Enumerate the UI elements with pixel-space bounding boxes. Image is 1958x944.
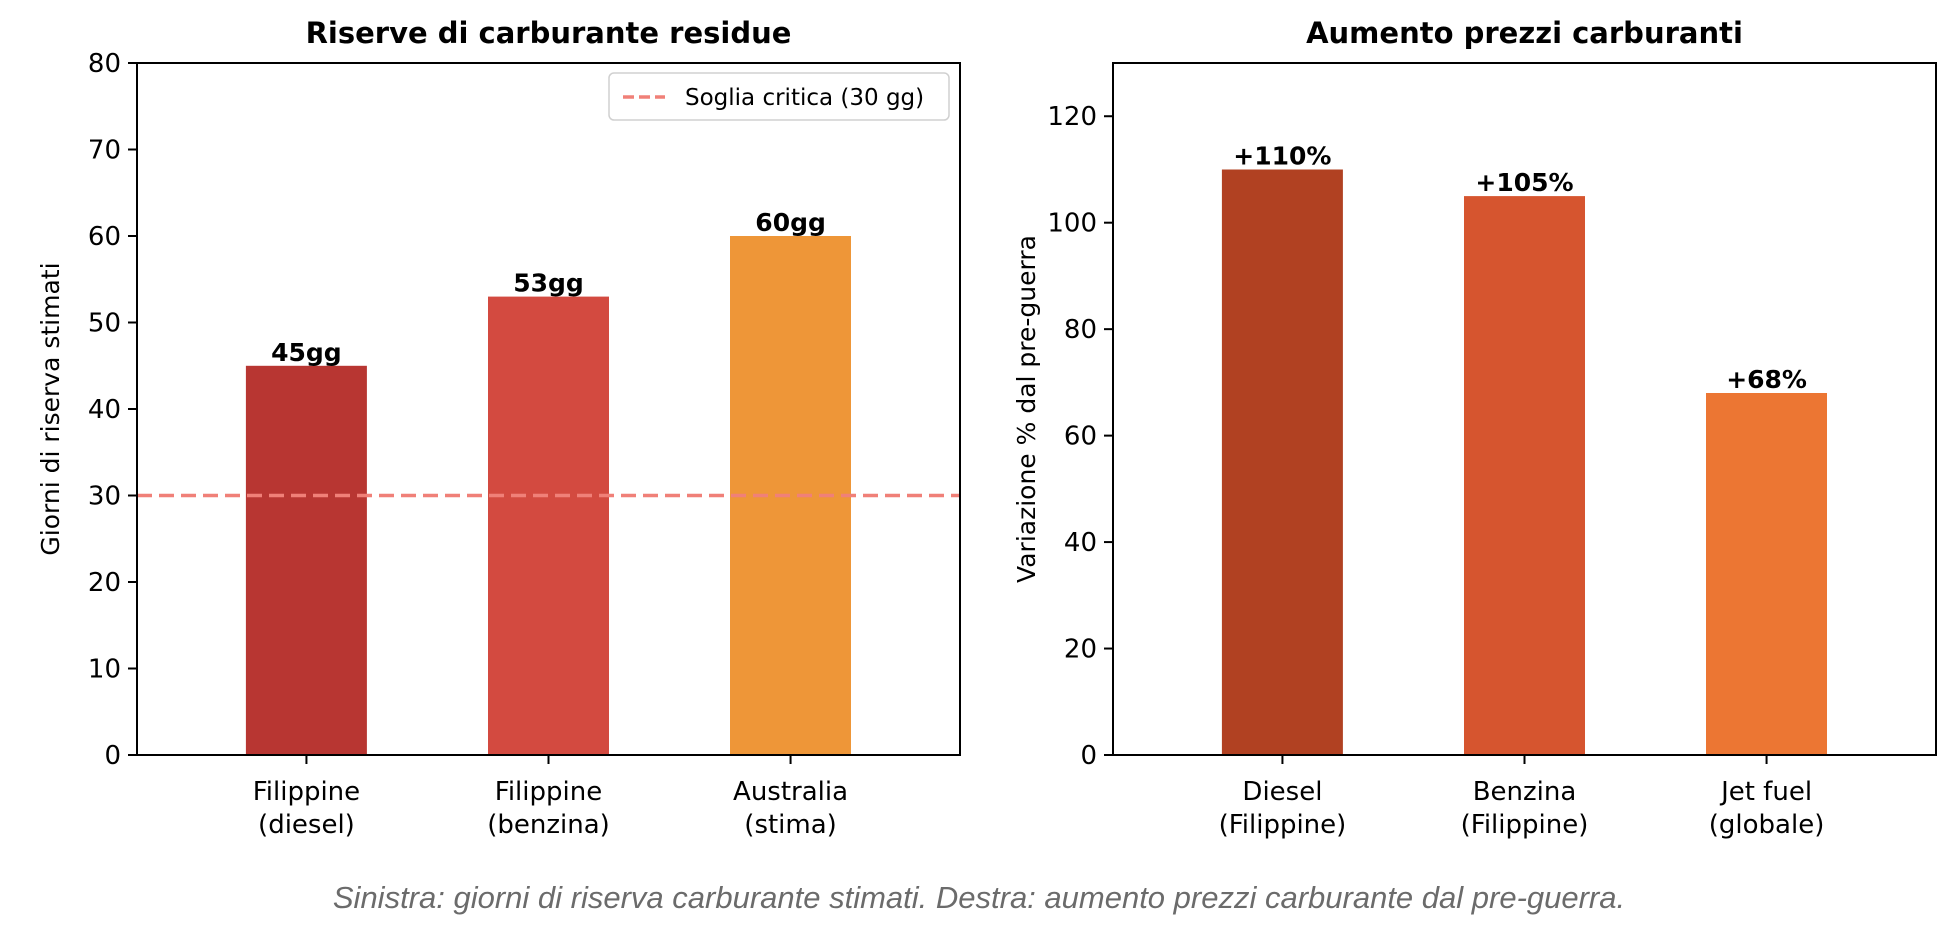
bar-1	[245, 365, 367, 756]
y-tick-label: 60	[1064, 422, 1097, 452]
x-tick-label-2: Filippine (benzina)	[487, 777, 610, 840]
legend: Soglia critica (30 gg)	[608, 72, 950, 121]
y-tick-label: 80	[1064, 315, 1097, 345]
bar-value-label-2: +105%	[1475, 168, 1573, 197]
y-tick-label: 80	[88, 49, 121, 79]
y-tick-label: 0	[1080, 741, 1097, 771]
figure-caption: Sinistra: giorni di riserva carburante s…	[332, 880, 1626, 915]
y-tick-label: 40	[88, 395, 121, 425]
y-tick-label: 10	[88, 655, 121, 685]
bar-value-label-1: 45gg	[271, 338, 342, 367]
bar-3	[1706, 393, 1827, 755]
legend-box	[608, 72, 950, 121]
y-tick-label: 20	[1064, 635, 1097, 665]
x-tick-label-1: Filippine (diesel)	[253, 777, 360, 840]
y-tick-label: 60	[88, 222, 121, 252]
y-tick-label: 20	[88, 568, 121, 598]
bar-value-label-3: +68%	[1726, 365, 1807, 394]
figure: 45gg 53gg 60gg 0 10 20 30 40 50 60 70 80 Filippine (d…	[36, 16, 1937, 840]
bar-value-label-1: +110%	[1233, 142, 1331, 171]
y-tick-label: 70	[88, 136, 121, 166]
bar-value-label-3: 60gg	[755, 208, 826, 237]
chart-title: Riserve di carburante residue	[306, 16, 792, 50]
y-axis-label: Variazione % dal pre-guerra	[1012, 235, 1041, 583]
bar-2	[1464, 196, 1585, 756]
y-tick-label: 50	[88, 309, 121, 339]
y-tick-label: 100	[1047, 209, 1097, 239]
bar-value-label-2: 53gg	[513, 269, 584, 298]
bar-1	[1221, 169, 1343, 755]
y-tick-label: 40	[1064, 528, 1097, 558]
y-tick-label: 30	[88, 482, 121, 512]
chart-1: 45gg 53gg 60gg 0 10 20 30 40 50 60 70 80 Filippine (d…	[36, 16, 961, 840]
y-tick-label: 120	[1047, 102, 1097, 132]
y-axis-label: Giorni di riserva stimati	[36, 262, 65, 555]
x-tick-label-3: Jet fuel (globale)	[1709, 777, 1825, 840]
y-tick-label: 0	[104, 741, 121, 771]
chart-2: +110% +105% +68% 0 20 40 60 80 100 120 Diesel (Fili…	[1012, 16, 1937, 840]
legend-label: Soglia critica (30 gg)	[685, 85, 924, 111]
chart-title: Aumento prezzi carburanti	[1306, 16, 1743, 50]
x-tick-label-1: Diesel (Filippine)	[1219, 777, 1347, 840]
bar-2	[488, 296, 609, 755]
x-tick-label-2: Benzina (Filippine)	[1461, 777, 1589, 840]
x-tick-label-3: Australia (stima)	[733, 777, 848, 840]
